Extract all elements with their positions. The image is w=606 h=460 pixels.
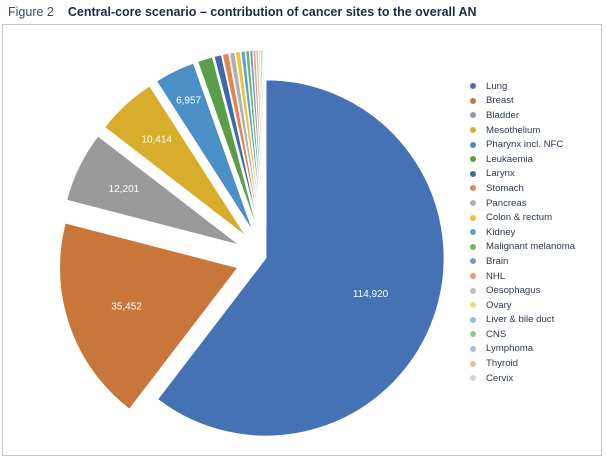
legend-item: Malignant melanoma — [470, 240, 602, 255]
legend-marker — [470, 302, 476, 309]
legend-item: Lung — [470, 79, 602, 94]
legend-label: Leukaemia — [486, 153, 533, 165]
pie-slice-colon-rectum — [235, 51, 263, 229]
legend-label: Lymphoma — [486, 343, 534, 355]
legend-label: Liver & bile duct — [486, 314, 555, 326]
legend-item: Kidney — [470, 225, 602, 240]
legend-marker — [470, 287, 476, 294]
legend-item: Cervix — [470, 371, 602, 386]
pie-slice-cervix — [264, 49, 267, 229]
legend-marker — [470, 141, 476, 148]
pie-slice-malignant-melanoma — [245, 50, 264, 229]
legend-label: Bladder — [486, 109, 520, 121]
pie-slice-kidney — [240, 50, 264, 229]
legend-item: Ovary — [470, 298, 602, 313]
legend-item: Oesophagus — [470, 283, 602, 298]
legend-marker — [470, 214, 476, 221]
legend-marker — [470, 273, 476, 280]
pie-slice-bladder — [66, 135, 240, 246]
pie-slice-leukaemia — [197, 56, 258, 230]
legend-marker — [470, 360, 476, 367]
legend-item: Leukaemia — [470, 152, 602, 167]
data-label-breast: 35,452 — [111, 302, 142, 313]
legend-label: Colon & rectum — [486, 212, 553, 224]
legend-item: NHL — [470, 269, 602, 284]
legend-marker — [470, 243, 476, 250]
legend-marker — [470, 127, 476, 134]
legend-item: Lymphoma — [470, 342, 602, 357]
legend-label: NHL — [486, 270, 506, 282]
legend-item: Pancreas — [470, 196, 602, 211]
figure-header: Figure 2 Central-core scenario – contrib… — [8, 2, 477, 22]
data-label-pharynx-incl-nfc: 6,957 — [176, 95, 201, 106]
legend-marker — [470, 185, 476, 192]
legend-item: Larynx — [470, 167, 602, 182]
pie-slice-pancreas — [229, 51, 262, 229]
legend-item: Bladder — [470, 108, 602, 123]
pie-slice-pharynx-incl-nfc — [156, 62, 254, 232]
legend-item: Colon & rectum — [470, 210, 602, 225]
legend-label: Thyroid — [486, 358, 518, 370]
legend-item: Liver & bile duct — [470, 313, 602, 328]
legend-marker — [470, 375, 476, 382]
legend-label: Kidney — [486, 226, 516, 238]
legend-item: Pharynx incl. NFC — [470, 137, 602, 152]
legend-item: Thyroid — [470, 356, 602, 371]
pie-slice-larynx — [213, 54, 260, 229]
legend-marker — [470, 97, 476, 104]
legend-marker — [470, 258, 476, 265]
legend-label: Larynx — [486, 168, 515, 180]
legend-marker — [470, 83, 476, 90]
legend-marker — [470, 170, 476, 177]
legend-label: CNS — [486, 328, 507, 340]
legend-label: Lung — [486, 80, 508, 92]
chart-legend: Lung Breast Bladder Mesothelium Pharynx incl… — [470, 79, 602, 385]
legend-item: Breast — [470, 94, 602, 109]
legend-marker — [470, 345, 476, 352]
legend-label: Malignant melanoma — [486, 241, 576, 253]
legend-label: Stomach — [486, 182, 524, 194]
legend-label: Oesophagus — [486, 285, 541, 297]
legend-label: Ovary — [486, 299, 512, 311]
legend-marker — [470, 331, 476, 338]
legend-item: Brain — [470, 254, 602, 269]
data-label-bladder: 12,201 — [109, 184, 140, 195]
legend-label: Brain — [486, 255, 509, 267]
data-label-lung: 114,920 — [353, 289, 389, 300]
pie-slice-stomach — [221, 52, 261, 229]
pie-slice-breast — [59, 222, 239, 410]
legend-label: Breast — [486, 95, 514, 107]
pie-slice-lung — [157, 79, 445, 437]
legend-label: Mesothelium — [486, 124, 541, 136]
legend-item: Mesothelium — [470, 123, 602, 138]
legend-marker — [470, 316, 476, 323]
figure-title: Central-core scenario – contribution of … — [67, 5, 477, 19]
legend-item: Stomach — [470, 181, 602, 196]
legend-item: CNS — [470, 327, 602, 342]
pie-slice-mesothelium — [104, 85, 247, 237]
legend-marker — [470, 229, 476, 236]
figure-number: Figure 2 — [8, 5, 54, 19]
data-label-mesothelium: 10,414 — [141, 134, 172, 145]
legend-label: Pancreas — [486, 197, 527, 209]
legend-marker — [470, 156, 476, 163]
legend-label: Cervix — [486, 372, 514, 384]
legend-label: Pharynx incl. NFC — [486, 139, 564, 151]
pie-slice-brain — [249, 50, 265, 229]
legend-marker — [470, 200, 476, 207]
legend-marker — [470, 112, 476, 119]
